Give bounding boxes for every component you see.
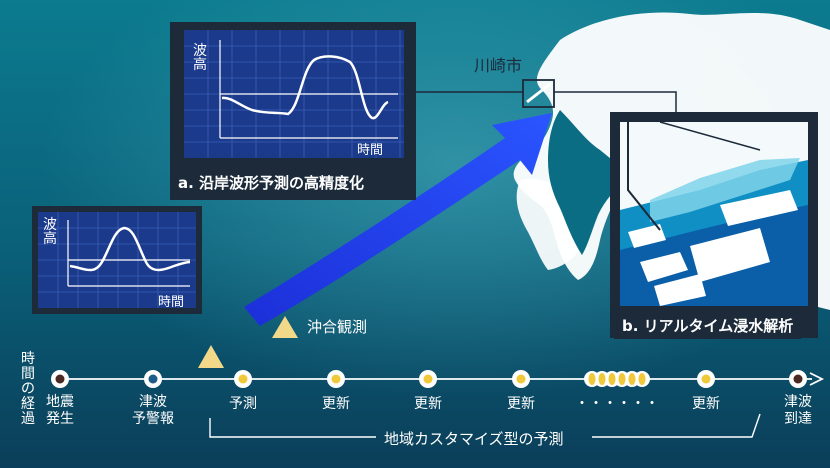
panel-b-piers <box>628 190 798 306</box>
timeline-dot <box>148 374 158 384</box>
panel-a-waveform <box>221 55 389 120</box>
timeline-axis-label: 時間の経過 <box>21 351 35 427</box>
timeline-label-earthquake: 地震 発生 <box>46 394 74 427</box>
timeline-label-update-4: 更新 <box>692 396 720 412</box>
propagation-arrow <box>244 113 552 326</box>
offshore-observation-label: 沖合観測 <box>307 318 368 336</box>
timeline-dot <box>793 374 803 384</box>
panel-b-title: b. リアルタイム浸水解析 <box>614 312 802 339</box>
panel-b-inundation <box>650 158 800 222</box>
forecast-bracket-right <box>592 413 761 438</box>
timeline-dot <box>516 374 526 384</box>
panel-b-road <box>627 122 661 231</box>
panel-small-y-axis-label: 波高 <box>43 217 57 247</box>
panel-a-title: a. 沿岸波形予測の高精度化 <box>170 169 373 196</box>
panel-b-road <box>659 121 761 151</box>
offshore-station-marker <box>272 316 298 338</box>
panel-a-y-axis-label: 波高 <box>193 43 207 73</box>
panel-a-x-axis-label: 時間 <box>357 143 384 158</box>
timeline-label-ellipsis: ・・・・・・ <box>575 396 659 412</box>
timeline-label-warning: 津波 予警報 <box>132 394 174 427</box>
timeline-cluster-dot <box>608 373 616 385</box>
offshore-station-marker <box>198 345 224 368</box>
forecast-bracket-label: 地域カスタマイズ型の予測 <box>384 430 564 448</box>
timeline-arrowhead <box>809 372 825 386</box>
panel-small-x-axis-label: 時間 <box>158 295 185 310</box>
timeline-label-update-1: 更新 <box>322 396 350 412</box>
timeline-label-forecast: 予測 <box>229 396 257 412</box>
land-mass <box>513 12 830 310</box>
timeline-dot <box>423 374 433 384</box>
timeline-label-update-3: 更新 <box>507 396 535 412</box>
forecast-bracket-left <box>209 418 376 438</box>
timeline-cluster-dot <box>598 373 606 385</box>
kawasaki-coast <box>526 82 551 104</box>
timeline-dot <box>55 374 65 384</box>
city-label: 川崎市 <box>474 56 523 75</box>
timeline-dot <box>331 374 341 384</box>
timeline-label-update-2: 更新 <box>414 396 442 412</box>
timeline-cluster-dot <box>588 373 596 385</box>
timeline-dots <box>51 370 807 388</box>
panel-small-waveform <box>69 226 191 272</box>
timeline-dot <box>238 374 248 384</box>
timeline-dot <box>701 374 711 384</box>
timeline-cluster-dot <box>628 373 636 385</box>
connector-to-panel-b <box>554 91 677 112</box>
timeline-cluster-dot <box>638 373 646 385</box>
kawasaki-highlight-box <box>522 79 555 108</box>
timeline-cluster-dot <box>618 373 626 385</box>
bay <box>548 110 625 255</box>
timeline-label-arrival: 津波 到達 <box>784 394 812 427</box>
